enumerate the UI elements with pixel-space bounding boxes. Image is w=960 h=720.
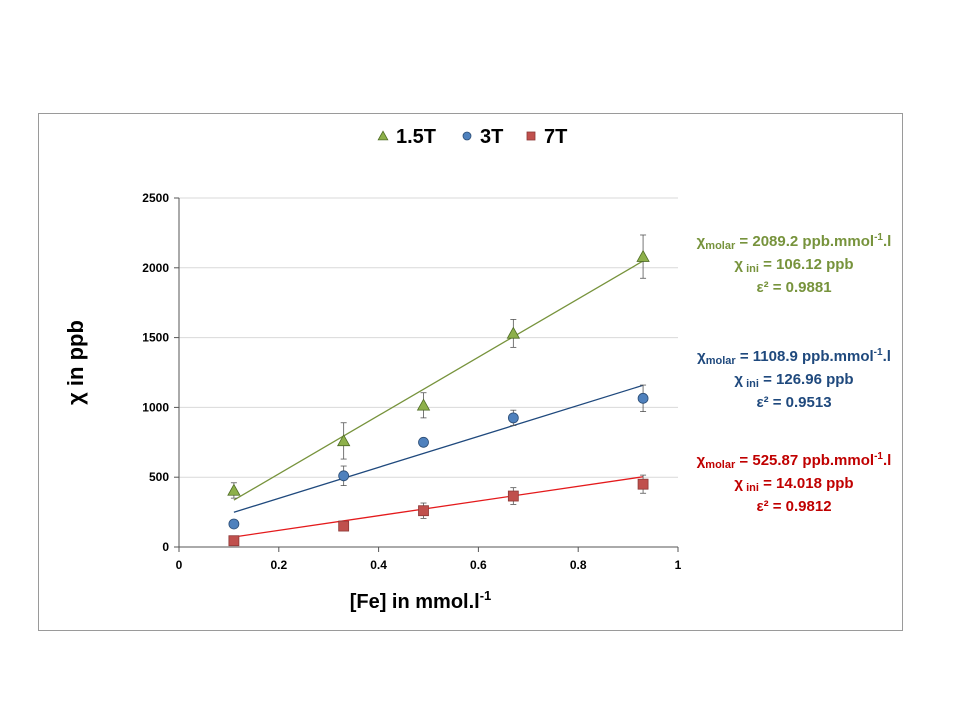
fit-annotation-slope: χmolar = 2089.2 ppb.mmol-1.l [697,232,892,252]
data-point-1.5T [227,483,241,496]
data-point-3T [228,518,240,530]
fit-annotation-intercept: χ ini = 126.96 ppb [734,371,853,390]
x-tick-label: 0.6 [470,558,487,572]
legend-marker-triangle [377,130,389,141]
x-tick-label: 0 [176,558,183,572]
y-tick-label: 2000 [142,261,169,275]
y-tick-label: 0 [162,540,169,554]
data-point-1.5T [506,326,521,339]
y-tick-label: 1000 [142,400,169,414]
data-point-3T [507,412,519,424]
data-point-7T [338,520,350,532]
fit-annotation-r2: ε² = 0.9881 [756,279,831,296]
fit-annotation-intercept: χ ini = 14.018 ppb [734,475,853,494]
legend-label: 3T [480,126,503,148]
fit-line-7T [233,476,644,538]
x-tick-label: 0.8 [570,558,587,572]
data-point-1.5T [636,249,650,262]
fit-annotation-slope: χmolar = 525.87 ppb.mmol-1.l [697,451,892,471]
y-tick-label: 2500 [142,191,169,205]
scatter-chart: 0 500 1000 1500 2000 2500 0 0.2 0.4 0.6 0.8 1 [Fe] i… [63,126,892,613]
data-point-1.5T [416,398,431,411]
x-tick-label: 1 [675,558,682,572]
data-point-3T [338,470,350,482]
fit-line-3T [233,384,644,513]
fit-annotation-slope: χmolar = 1108.9 ppb.mmol-1.l [697,347,891,367]
legend-marker-circle [462,131,472,141]
data-point-3T [637,392,649,404]
fit-line-1.5T [233,260,644,501]
data-point-1.5T [336,434,351,447]
fit-annotation-r2: ε² = 0.9513 [756,394,831,411]
data-point-7T [637,478,649,490]
fit-annotation-r2: ε² = 0.9812 [756,498,831,515]
data-point-7T [228,535,240,547]
y-axis-label: χ in ppb [63,320,88,405]
x-tick-label: 0.2 [270,558,287,572]
x-axis-label: [Fe] in mmol.l-1 [350,588,492,613]
legend-label: 7T [544,126,567,148]
y-tick-label: 500 [149,470,169,484]
data-point-7T [418,505,429,517]
data-point-3T [418,436,429,448]
chart-frame: 0 500 1000 1500 2000 2500 0 0.2 0.4 0.6 0.8 1 [Fe] i… [38,113,903,631]
data-point-7T [507,490,519,502]
legend-marker-square [526,131,536,141]
y-tick-label: 1500 [142,331,169,345]
x-tick-label: 0.4 [370,558,387,572]
legend-label: 1.5T [396,126,436,148]
fit-annotation-intercept: χ ini = 106.12 ppb [734,256,853,275]
